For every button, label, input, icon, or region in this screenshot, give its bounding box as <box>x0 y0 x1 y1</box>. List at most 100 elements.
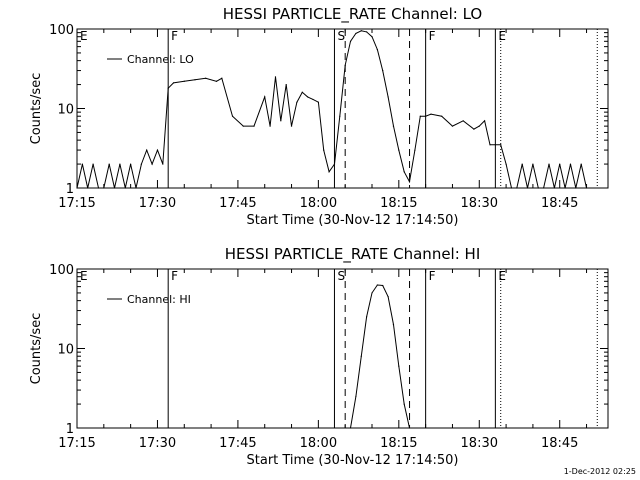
y-tick-label: 10 <box>57 343 74 358</box>
y-axis-label: Counts/sec <box>29 73 44 145</box>
x-tick-label: 17:15 <box>58 196 95 211</box>
data-point <box>408 181 411 183</box>
data-point <box>366 316 368 318</box>
time-marker-label: F <box>429 29 436 43</box>
data-point <box>510 187 513 189</box>
data-point <box>462 120 464 122</box>
time-marker-label: F <box>171 29 178 43</box>
x-tick-label: 18:15 <box>380 436 417 451</box>
data-point <box>349 40 352 42</box>
data-point <box>156 149 159 151</box>
data-point <box>516 187 518 189</box>
x-tick-label: 18:30 <box>461 196 498 211</box>
data-point <box>543 187 545 189</box>
data-point <box>269 125 271 127</box>
y-tick-label: 1 <box>66 182 74 197</box>
data-point <box>564 187 566 189</box>
data-point <box>76 187 78 189</box>
data-point <box>205 77 207 79</box>
data-point <box>360 355 362 357</box>
data-point <box>307 96 309 98</box>
time-marker-label: E <box>498 29 506 43</box>
x-tick-label: 18:00 <box>300 436 337 451</box>
data-point <box>537 187 539 189</box>
data-point <box>387 295 389 298</box>
data-point <box>355 32 357 35</box>
data-point <box>167 87 169 89</box>
data-point <box>489 144 491 146</box>
data-point <box>376 284 378 286</box>
data-point <box>87 187 89 189</box>
data-point <box>478 125 480 127</box>
data-point <box>473 128 475 130</box>
data-point <box>414 149 416 151</box>
data-point <box>103 187 105 189</box>
data-point <box>317 101 319 103</box>
y-tick-label: 10 <box>57 103 74 118</box>
data-point <box>451 125 454 127</box>
data-point <box>301 91 303 93</box>
data-point <box>500 144 502 146</box>
series-line <box>350 284 410 429</box>
y-axis-label: Counts/sec <box>29 313 44 385</box>
data-point <box>323 149 325 151</box>
data-point <box>242 125 244 127</box>
data-point <box>553 187 555 189</box>
data-point <box>505 163 507 165</box>
data-point <box>97 187 100 189</box>
y-tick-label: 1 <box>66 422 74 437</box>
data-point <box>333 163 336 165</box>
data-point <box>371 36 373 38</box>
data-point <box>366 31 368 33</box>
time-marker-label: F <box>429 269 436 283</box>
legend-label: Channel: HI <box>127 293 191 306</box>
data-point <box>108 163 110 165</box>
x-tick-label: 18:15 <box>380 196 417 211</box>
data-point <box>172 82 175 84</box>
data-point <box>521 163 523 165</box>
y-tick-label: 100 <box>49 263 74 278</box>
data-point <box>92 163 94 165</box>
data-point <box>124 187 126 189</box>
data-point <box>221 77 223 79</box>
data-point <box>231 115 234 117</box>
x-tick-label: 18:45 <box>541 436 578 451</box>
data-point <box>392 323 395 326</box>
data-point <box>403 171 405 173</box>
data-point <box>285 83 287 86</box>
time-marker-label: E <box>80 29 88 43</box>
data-point <box>81 163 83 165</box>
x-tick-label: 17:15 <box>58 436 95 451</box>
data-point <box>371 292 373 294</box>
chart-title: HESSI PARTICLE_RATE Channel: HI <box>225 245 481 264</box>
data-point <box>585 187 588 189</box>
data-point <box>575 187 577 189</box>
data-point <box>494 144 496 146</box>
data-point <box>532 163 534 165</box>
legend-label: Channel: LO <box>127 53 194 66</box>
data-point <box>135 187 137 189</box>
data-point <box>430 113 432 115</box>
data-point <box>548 163 550 165</box>
data-point <box>355 395 357 397</box>
data-point <box>140 163 142 165</box>
x-tick-label: 18:00 <box>300 196 337 211</box>
data-point <box>382 284 384 287</box>
data-point <box>392 125 395 127</box>
data-point <box>339 115 341 117</box>
time-marker-label: F <box>171 269 178 283</box>
time-marker-label: S <box>337 269 345 283</box>
data-point <box>274 76 277 78</box>
data-point <box>349 427 352 429</box>
x-tick-label: 17:30 <box>139 436 176 451</box>
x-axis-label: Start Time (30-Nov-12 17:14:50) <box>247 453 459 468</box>
data-point <box>425 115 427 117</box>
data-point <box>526 187 529 189</box>
x-tick-label: 17:45 <box>219 196 256 211</box>
data-point <box>403 403 405 405</box>
data-point <box>264 96 266 98</box>
data-point <box>382 69 384 72</box>
data-point <box>183 80 185 82</box>
data-point <box>360 30 362 32</box>
